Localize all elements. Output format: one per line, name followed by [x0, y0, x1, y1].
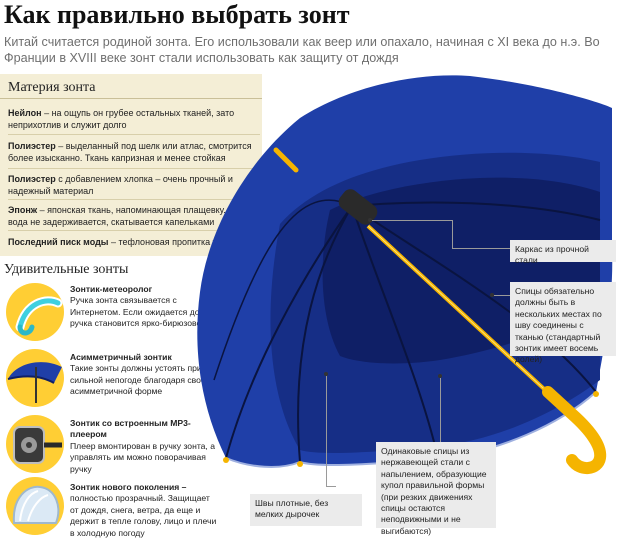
materials-panel: [0, 74, 262, 256]
callout-leader: [452, 248, 510, 249]
material-item: Последний писк моды – тефлоновая пропитк…: [8, 237, 236, 247]
asymmetric-umbrella-icon: [6, 349, 64, 407]
divider: [8, 134, 260, 135]
callout-leader: [326, 376, 327, 486]
material-item: Полиэстер с добавлением хлопка – очень п…: [8, 174, 233, 196]
page-subtitle: Китай считается родиной зонта. Его испол…: [4, 35, 600, 65]
divider: [0, 98, 262, 99]
callout-steel: Одинаковые спицы из нержавеющей стали с …: [376, 442, 496, 536]
callout-spokes: Спицы обязательно должны быть в нескольк…: [510, 282, 616, 364]
callout-leader: [452, 220, 453, 248]
callout-frame: Каркас из прочной стали: [510, 240, 616, 265]
amazing-item: Асимметричный зонтик Такие зонты должны у…: [70, 352, 211, 397]
material-item: Эпонж – японская ткань, напоминающая пла…: [8, 205, 258, 227]
callout-marker: [490, 293, 494, 297]
material-item: Нейлон – на ощупь он грубее остальных тк…: [8, 108, 235, 130]
divider: [8, 230, 260, 231]
materials-title: Материя зонта: [8, 80, 96, 95]
callout-marker: [368, 218, 372, 222]
material-item: Полиэстер – выделанный под шелк или атла…: [8, 141, 252, 163]
page-title: Как правильно выбрать зонт: [4, 0, 350, 29]
divider: [8, 168, 260, 169]
divider: [8, 199, 260, 200]
callout-leader: [440, 378, 441, 442]
weather-umbrella-icon: [6, 283, 64, 341]
callout-leader: [494, 295, 510, 296]
bubble-umbrella-icon: [6, 477, 64, 535]
amazing-item: Зонтик-метеоролог Ручка зонта связывается…: [70, 284, 218, 329]
amazing-item: Зонтик нового поколения – полностью прозр…: [70, 482, 217, 538]
callout-seams: Швы плотные, без мелких дырочек: [250, 494, 362, 526]
callout-marker: [438, 374, 442, 378]
mp3-player-icon: [6, 415, 64, 473]
callout-marker: [324, 372, 328, 376]
callout-leader: [372, 220, 452, 221]
amazing-item: Зонтик со встроенным MP3-плеером Плеер вм…: [70, 418, 215, 474]
amazing-umbrellas-title: Удивительные зонты: [4, 262, 129, 277]
callout-leader: [326, 486, 336, 487]
